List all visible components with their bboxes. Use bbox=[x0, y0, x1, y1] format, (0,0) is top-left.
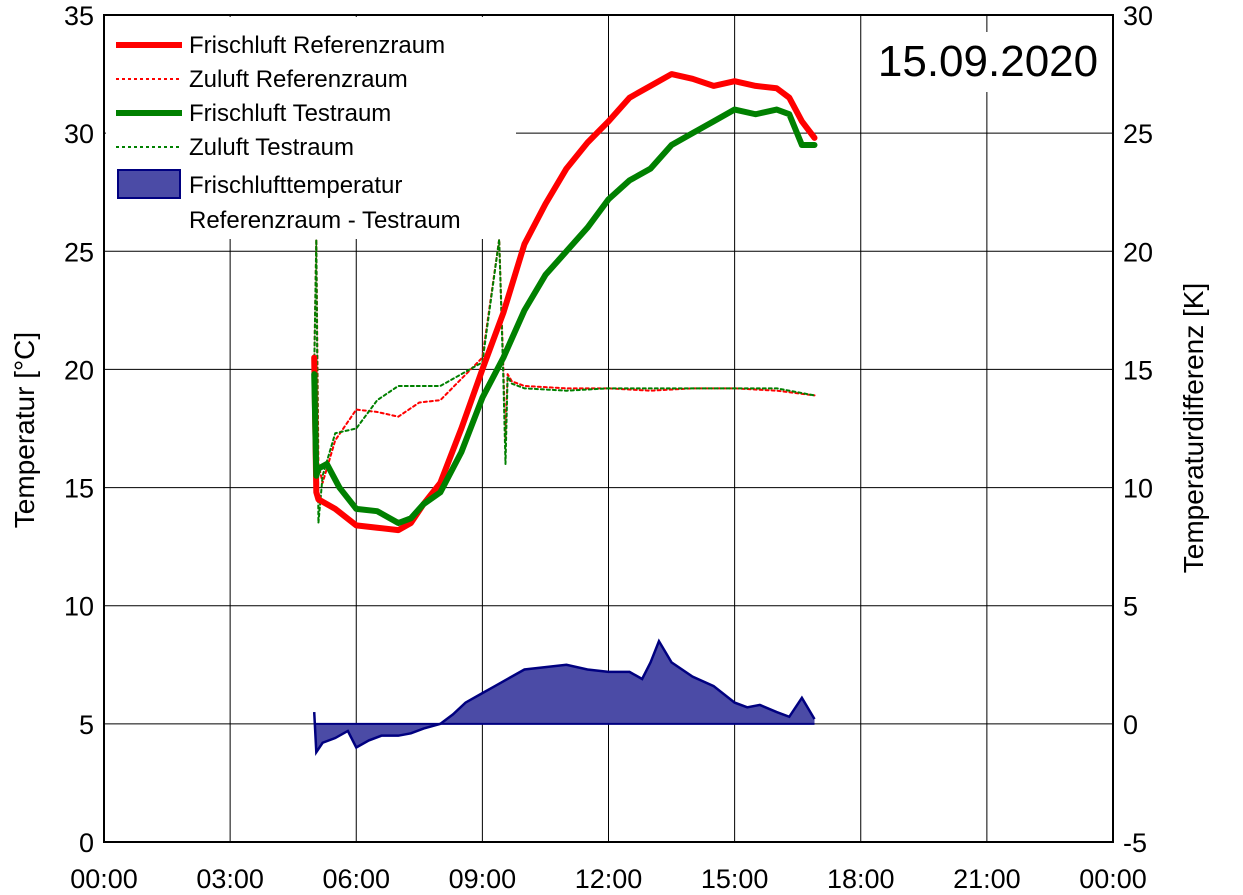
series-lines-layer bbox=[311, 71, 818, 534]
y2-tick-label: 0 bbox=[1123, 710, 1138, 740]
y2-tick-label: 20 bbox=[1123, 237, 1153, 267]
legend-label: Frischlufttemperatur bbox=[189, 172, 402, 199]
legend-label: Frischluft Testraum bbox=[189, 100, 391, 127]
y-axis-title: Temperatur [°C] bbox=[9, 332, 40, 528]
legend-swatch-area bbox=[117, 169, 181, 199]
y-tick-label: 0 bbox=[79, 828, 94, 858]
legend-label: Zuluft Testraum bbox=[189, 134, 354, 161]
x-tick-label: 21:00 bbox=[953, 864, 1021, 894]
x-tick-label: 00:00 bbox=[1079, 864, 1147, 894]
x-tick-label: 15:00 bbox=[701, 864, 769, 894]
legend-background bbox=[106, 17, 516, 239]
x-tick-label: 09:00 bbox=[449, 864, 517, 894]
y-tick-label: 5 bbox=[79, 710, 94, 740]
date-annotation: 15.09.2020 bbox=[870, 32, 1108, 92]
x-tick-label: 06:00 bbox=[322, 864, 390, 894]
y2-axis-title: Temperaturdifferenz [K] bbox=[1178, 283, 1209, 574]
x-tick-label: 00:00 bbox=[70, 864, 138, 894]
difference-area-outline bbox=[312, 638, 816, 757]
legend: Frischluft Referenzraum Zuluft Referenzra… bbox=[106, 17, 516, 239]
tick-labels-layer: 00:00 03:00 06:00 09:00 12:00 15:00 18:00 21:00… bbox=[64, 1, 1153, 894]
y2-tick-label: 10 bbox=[1123, 474, 1153, 504]
x-tick-label: 03:00 bbox=[196, 864, 264, 894]
y-tick-label: 30 bbox=[64, 119, 94, 149]
legend-label: Frischluft Referenzraum bbox=[189, 32, 445, 59]
difference-area bbox=[314, 641, 815, 753]
series-line-dotted bbox=[313, 238, 816, 525]
x-tick-label: 12:00 bbox=[575, 864, 643, 894]
y-tick-label: 35 bbox=[64, 1, 94, 31]
date-label: 15.09.2020 bbox=[878, 37, 1098, 86]
y-tick-label: 15 bbox=[64, 474, 94, 504]
legend-label: Referenzraum - Testraum bbox=[189, 207, 461, 234]
y-tick-label: 25 bbox=[64, 237, 94, 267]
plot-frame bbox=[103, 14, 1114, 843]
series-line-solid bbox=[311, 71, 818, 534]
series-line-dotted bbox=[313, 238, 816, 484]
y-tick-label: 10 bbox=[64, 592, 94, 622]
y2-tick-label: 30 bbox=[1123, 1, 1153, 31]
y2-tick-label: -5 bbox=[1123, 828, 1147, 858]
series-line-solid bbox=[311, 106, 818, 527]
y2-tick-label: 5 bbox=[1123, 592, 1138, 622]
y2-tick-label: 25 bbox=[1123, 119, 1153, 149]
difference-area-layer bbox=[312, 638, 816, 757]
legend-label: Zuluft Referenzraum bbox=[189, 66, 408, 93]
y2-tick-label: 15 bbox=[1123, 355, 1153, 385]
y-tick-label: 20 bbox=[64, 355, 94, 385]
x-tick-label: 18:00 bbox=[827, 864, 895, 894]
